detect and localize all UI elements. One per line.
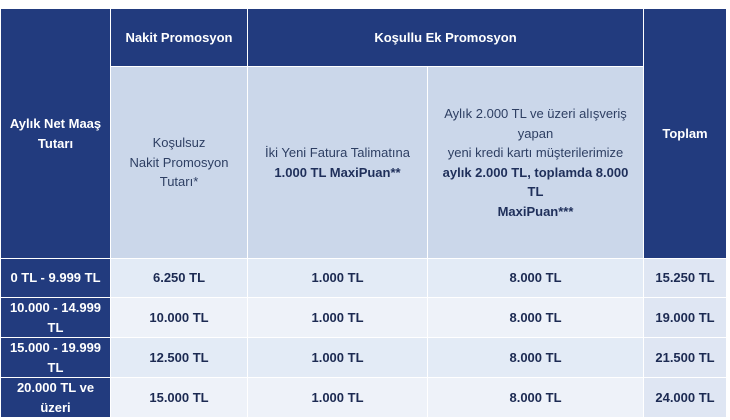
invoice-maxipuan-cell: 1.000 TL: [247, 297, 428, 338]
invoice-maxipuan-cell: 1.000 TL: [247, 258, 428, 298]
invoice-maxipuan-cell: 1.000 TL: [247, 337, 428, 378]
total-cell: 19.000 TL: [643, 297, 727, 338]
table-row: 10.000 - 14.999 TL 10.000 TL 1.000 TL 8.…: [0, 297, 727, 338]
header-cash-promo: Nakit Promosyon: [110, 8, 248, 67]
subheader-unconditional-cash: Koşulsuz Nakit Promosyon Tutarı*: [110, 66, 248, 259]
header-total: Toplam: [643, 8, 727, 259]
subheader-unconditional-line2: Nakit Promosyon: [129, 154, 229, 170]
subheader-invoice-line1: İki Yeni Fatura Talimatına: [264, 145, 410, 160]
subheader-unconditional-line3: Tutarı*: [159, 174, 199, 190]
header-row-1: Aylık Net Maaş Tutarı Nakit Promosyon Ko…: [0, 8, 727, 259]
total-cell: 24.000 TL: [643, 377, 727, 418]
card-maxipuan-cell: 8.000 TL: [427, 337, 644, 378]
subheader-credit-card: Aylık 2.000 TL ve üzeri alışveriş yapan …: [427, 66, 644, 259]
salary-range-cell: 20.000 TL ve üzeri: [0, 377, 111, 418]
subheader-invoice-order: İki Yeni Fatura Talimatına 1.000 TL Maxi…: [247, 66, 428, 259]
subheader-card-line4: MaxiPuan***: [497, 203, 574, 219]
subheader-card-line3: aylık 2.000 TL, toplamda 8.000 TL: [442, 164, 629, 200]
subheader-unconditional-line1: Koşulsuz: [152, 135, 206, 151]
promotion-table: Aylık Net Maaş Tutarı Nakit Promosyon Ko…: [0, 8, 727, 418]
salary-range-cell: 0 TL - 9.999 TL: [0, 258, 111, 298]
header-monthly-salary: Aylık Net Maaş Tutarı: [0, 8, 111, 259]
top-margin: [0, 0, 726, 8]
card-maxipuan-cell: 8.000 TL: [427, 297, 644, 338]
subheader-card-line2: yeni kredi kartı müşterilerimize: [447, 145, 624, 160]
invoice-maxipuan-cell: 1.000 TL: [247, 377, 428, 418]
cash-promo-cell: 15.000 TL: [110, 377, 248, 418]
header-row-2: Koşulsuz Nakit Promosyon Tutarı* İki Yen…: [1, 66, 727, 259]
salary-range-cell: 10.000 - 14.999 TL: [0, 297, 111, 338]
table-row: 20.000 TL ve üzeri 15.000 TL 1.000 TL 8.…: [0, 377, 727, 418]
header-conditional-promo: Koşullu Ek Promosyon: [247, 8, 644, 67]
cash-promo-cell: 12.500 TL: [110, 337, 248, 378]
card-maxipuan-cell: 8.000 TL: [427, 258, 644, 298]
salary-range-cell: 15.000 - 19.999 TL: [0, 337, 111, 378]
subheader-card-line1: Aylık 2.000 TL ve üzeri alışveriş yapan: [444, 106, 627, 141]
cash-promo-cell: 10.000 TL: [110, 297, 248, 338]
table-row: 15.000 - 19.999 TL 12.500 TL 1.000 TL 8.…: [0, 337, 727, 378]
total-cell: 15.250 TL: [643, 258, 727, 298]
cash-promo-cell: 6.250 TL: [110, 258, 248, 298]
subheader-invoice-line2: 1.000 TL MaxiPuan**: [274, 164, 401, 180]
table-row: 0 TL - 9.999 TL 6.250 TL 1.000 TL 8.000 …: [0, 258, 727, 298]
card-maxipuan-cell: 8.000 TL: [427, 377, 644, 418]
total-cell: 21.500 TL: [643, 337, 727, 378]
